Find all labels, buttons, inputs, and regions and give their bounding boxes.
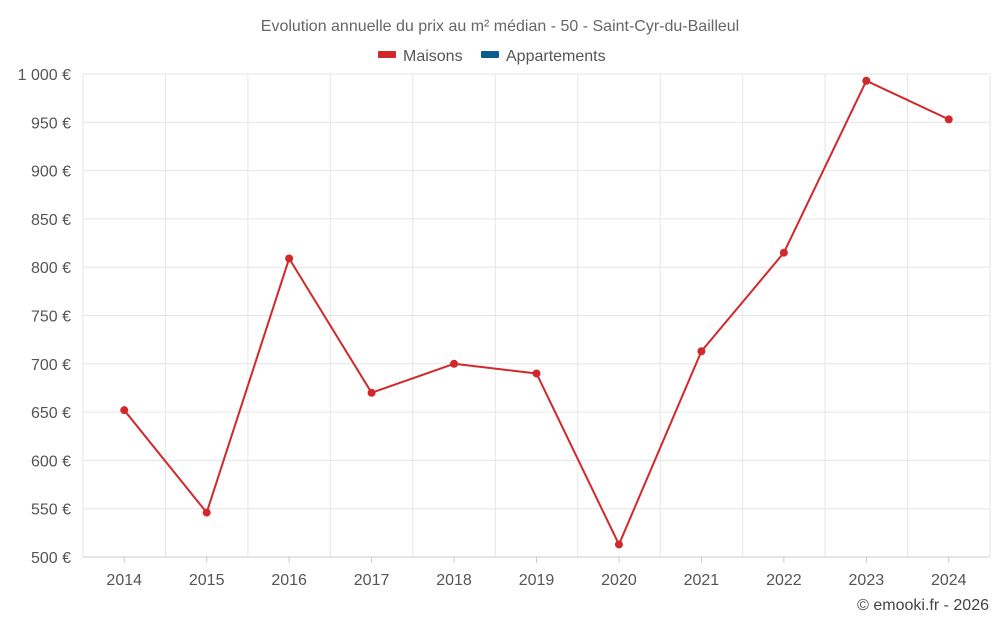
y-tick-label: 850 € <box>31 212 71 229</box>
y-tick-label: 700 € <box>31 357 71 374</box>
data-point-maisons[interactable] <box>285 254 294 263</box>
data-point-maisons[interactable] <box>202 508 211 517</box>
y-tick-label: 500 € <box>31 550 71 567</box>
legend: Maisons Appartements <box>378 48 606 65</box>
x-tick-label: 2021 <box>684 572 720 589</box>
x-tick-label: 2019 <box>519 572 555 589</box>
y-tick-label: 650 € <box>31 405 71 422</box>
x-tick-label: 2014 <box>106 572 142 589</box>
grid <box>82 73 991 558</box>
series-maisons <box>120 76 953 549</box>
legend-swatch-appartements <box>481 51 499 58</box>
x-tick-label: 2016 <box>271 572 307 589</box>
data-point-maisons[interactable] <box>779 248 788 257</box>
data-point-maisons[interactable] <box>944 115 953 124</box>
credit-text: © emooki.fr - 2026 <box>857 597 989 614</box>
x-tick-label: 2022 <box>766 572 802 589</box>
legend-label-appartements: Appartements <box>506 48 606 65</box>
data-point-maisons[interactable] <box>862 76 871 85</box>
y-tick-label: 600 € <box>31 453 71 470</box>
x-tick-label: 2015 <box>189 572 225 589</box>
y-tick-label: 1 000 € <box>18 67 71 84</box>
legend-label-maisons: Maisons <box>403 48 463 65</box>
chart-title: Evolution annuelle du prix au m² médian … <box>261 18 739 35</box>
legend-swatch-maisons <box>378 51 396 58</box>
data-point-maisons[interactable] <box>532 369 541 378</box>
x-tick-label: 2018 <box>436 572 472 589</box>
x-tick-label: 2024 <box>931 572 967 589</box>
y-tick-label: 550 € <box>31 502 71 519</box>
y-tick-label: 950 € <box>31 115 71 132</box>
y-tick-label: 800 € <box>31 260 71 277</box>
legend-item-appartements[interactable]: Appartements <box>481 48 606 65</box>
data-point-maisons[interactable] <box>120 406 129 415</box>
y-tick-label: 900 € <box>31 164 71 181</box>
x-axis: 2014 2015 2016 2017 2018 2019 2020 2021 2022 2023… <box>83 556 990 589</box>
y-axis: 500 € 550 € 600 € 650 € 700 € 750 € 800 € 850 €… <box>18 67 71 567</box>
x-tick-label: 2023 <box>849 572 885 589</box>
data-point-maisons[interactable] <box>614 540 623 549</box>
x-tick-label: 2017 <box>354 572 390 589</box>
data-point-maisons[interactable] <box>697 347 706 356</box>
legend-item-maisons[interactable]: Maisons <box>378 48 463 65</box>
x-tick-label: 2020 <box>601 572 637 589</box>
data-point-maisons[interactable] <box>367 388 376 397</box>
data-point-maisons[interactable] <box>450 359 459 368</box>
y-tick-label: 750 € <box>31 309 71 326</box>
